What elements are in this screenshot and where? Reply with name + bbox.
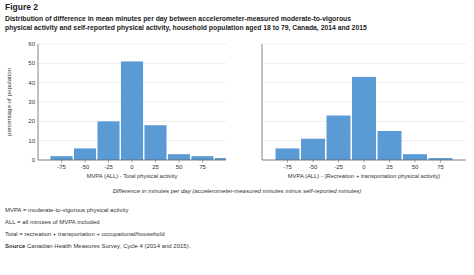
shared-x-label: Difference in minutes per day (accelerom… xyxy=(113,188,362,194)
x-tick xyxy=(179,160,180,163)
subtitle-line: physical activity and self-reported phys… xyxy=(5,24,367,32)
y-tick-label: 30 xyxy=(28,99,35,105)
subtitle: Distribution of difference in mean minut… xyxy=(5,15,367,32)
footnote: Total = recreation + transportation + oc… xyxy=(5,231,165,237)
chart: Figure 2 Distribution of difference in me… xyxy=(0,0,474,275)
x-tick xyxy=(287,160,288,163)
footnote: ALL = all minutes of MVPA included xyxy=(5,219,100,225)
plot: -75 -50 -25 0 25 50 75 MVPA (ALL) - (Recreation… xyxy=(262,44,466,179)
y-axis-label: percentage of population xyxy=(5,67,12,136)
plot: -75 -50 -25 0 25 50 75 0 10 20 30 40 50 60 MVPA (ALL) … xyxy=(28,41,237,179)
x-tick-label: -25 xyxy=(104,164,113,170)
x-tick-label: 25 xyxy=(386,164,393,170)
bar xyxy=(352,77,376,160)
x-tick xyxy=(108,160,109,163)
bar xyxy=(121,61,143,160)
footnote: MVPA = moderate-to-vigorous physical act… xyxy=(5,207,128,213)
bar xyxy=(378,131,402,160)
x-axis-label: MVPA (ALL) - (Recreation + transportatio… xyxy=(288,173,441,179)
y-tick-label: 60 xyxy=(28,41,35,47)
grid-line xyxy=(38,44,226,45)
x-tick-label: 75 xyxy=(199,164,206,170)
x-tick xyxy=(440,160,441,163)
bar xyxy=(50,156,72,160)
bar xyxy=(74,148,96,160)
x-tick-label: 0 xyxy=(130,164,134,170)
x-tick xyxy=(389,160,390,163)
x-tick xyxy=(313,160,314,163)
x-axis-label: MVPA (ALL) - Total physical activity xyxy=(87,173,178,179)
y-axis-line xyxy=(262,44,263,160)
source-text: Canadian Health Measures Survey, Cycle 4… xyxy=(25,243,190,249)
x-tick-label: -50 xyxy=(309,164,318,170)
bars xyxy=(276,77,453,160)
y-axis-line xyxy=(38,44,39,160)
y-tick-label: 40 xyxy=(28,80,35,86)
x-tick xyxy=(85,160,86,163)
x-tick-label: -50 xyxy=(81,164,90,170)
bar xyxy=(327,116,351,160)
source-label: Source xyxy=(5,243,26,249)
x-tick-label: 50 xyxy=(176,164,183,170)
title: Figure 2 xyxy=(5,2,38,12)
bars xyxy=(50,61,226,160)
source: Source Canadian Health Measures Survey, … xyxy=(5,243,191,249)
bar xyxy=(403,154,427,160)
subtitle-line: Distribution of difference in mean minut… xyxy=(5,15,351,23)
x-tick-label: -25 xyxy=(334,164,343,170)
bar xyxy=(168,154,190,160)
bar xyxy=(276,148,300,160)
bar xyxy=(97,121,119,160)
x-tick-label: -75 xyxy=(57,164,66,170)
x-tick xyxy=(338,160,339,163)
x-tick xyxy=(132,160,133,163)
x-tick-label: 0 xyxy=(362,164,366,170)
x-tick xyxy=(364,160,365,163)
y-tick-label: 20 xyxy=(28,118,35,124)
grid-line xyxy=(262,63,466,64)
y-tick-label: 50 xyxy=(28,60,35,66)
x-tick-label: 75 xyxy=(437,164,444,170)
x-tick xyxy=(155,160,156,163)
y-tick-label: 10 xyxy=(28,138,35,144)
y-tick-label: 0 xyxy=(32,157,36,163)
x-tick xyxy=(202,160,203,163)
x-tick-label: 50 xyxy=(412,164,419,170)
bar xyxy=(191,156,213,160)
x-tick-label: 25 xyxy=(152,164,159,170)
bar xyxy=(301,139,325,160)
bar xyxy=(144,125,166,160)
x-tick xyxy=(61,160,62,163)
grid-line xyxy=(262,44,466,45)
x-tick xyxy=(415,160,416,163)
x-tick-label: -75 xyxy=(283,164,292,170)
